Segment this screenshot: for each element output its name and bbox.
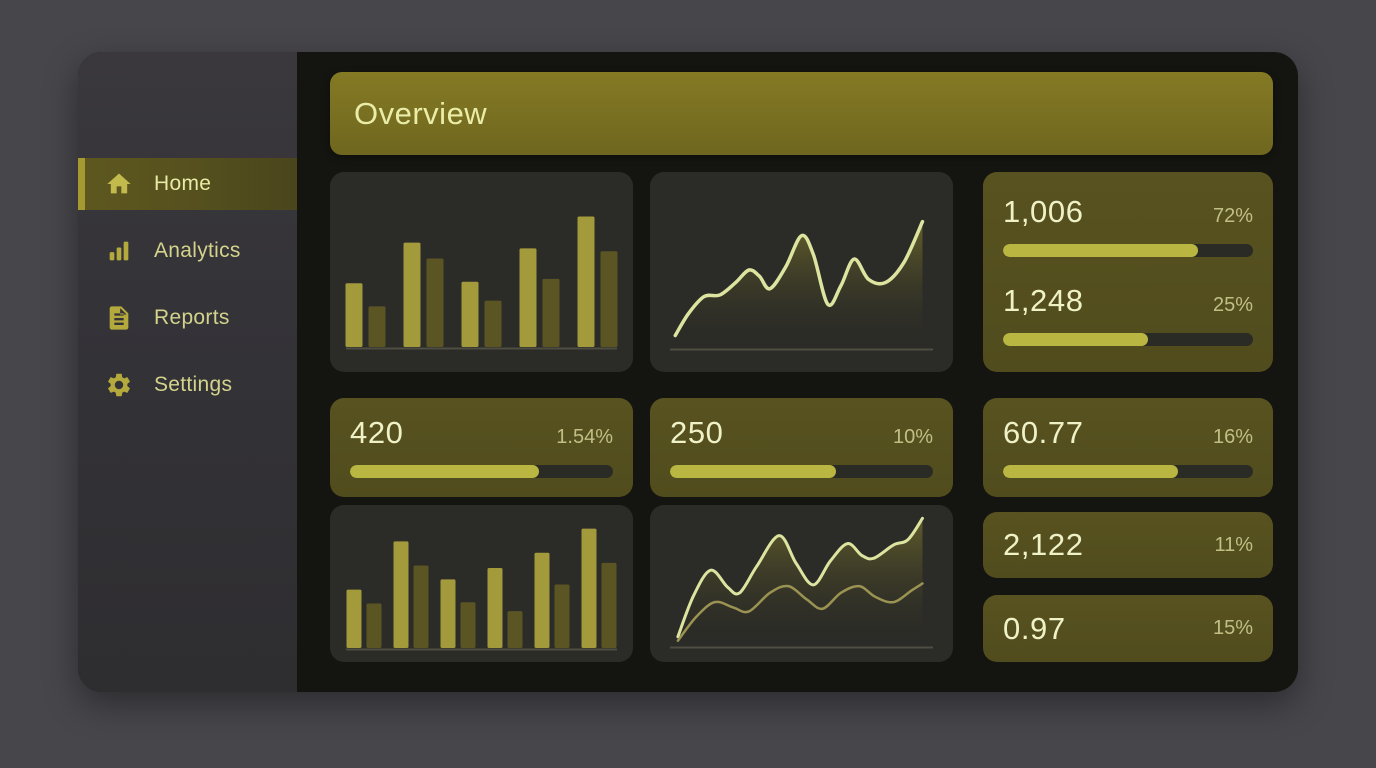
progress-fill — [350, 465, 540, 478]
kpi-value: 1,006 — [1003, 194, 1084, 229]
progress-track — [1003, 333, 1253, 346]
kpi-card-6077: 60.77 16% — [983, 398, 1273, 497]
main-content: Overview 1,006 72% — [297, 52, 1298, 692]
kpi-value: 250 — [670, 415, 724, 450]
kpi-card-097: 0.97 15% — [983, 595, 1273, 662]
kpi-row: 1,248 25% — [1003, 283, 1253, 346]
sidebar-item-label: Reports — [154, 306, 230, 329]
kpi-value: 0.97 — [1003, 610, 1066, 646]
bar-chart-card-top — [330, 172, 633, 372]
progress-fill — [1003, 333, 1148, 346]
bar-chart-bottom — [346, 528, 617, 651]
progress-track — [670, 465, 933, 478]
page-title: Overview — [354, 95, 488, 131]
kpi-card-250: 250 10% — [650, 398, 953, 497]
sidebar-item-label: Analytics — [154, 239, 241, 262]
kpi-value: 1,248 — [1003, 283, 1084, 318]
line-chart-card-top — [650, 172, 953, 372]
progress-track — [350, 465, 613, 478]
kpi-percent: 15% — [1212, 617, 1253, 639]
kpi-percent: 11% — [1214, 533, 1253, 556]
kpi-panel-card: 1,006 72% 1,248 25% — [983, 172, 1273, 372]
kpi-percent: 10% — [892, 426, 933, 448]
kpi-value: 420 — [350, 415, 404, 450]
sidebar-item-label: Home — [154, 172, 212, 195]
line-chart-top — [670, 219, 933, 351]
kpi-card-420: 420 1.54% — [330, 398, 633, 497]
dashboard-window: Home Analytics Reports — [78, 52, 1298, 692]
bar-chart-card-bottom — [330, 505, 633, 662]
reports-icon — [104, 303, 134, 333]
kpi-value: 2,122 — [1003, 527, 1084, 562]
progress-track — [1003, 465, 1253, 478]
sidebar-item-label: Settings — [154, 373, 233, 396]
kpi-percent: 1.54% — [556, 426, 613, 448]
page-header-banner: Overview — [330, 72, 1273, 155]
progress-fill — [1003, 465, 1178, 478]
sidebar-item-home[interactable]: Home — [78, 158, 297, 210]
sidebar-nav: Home Analytics Reports — [78, 158, 297, 426]
kpi-value: 60.77 — [1003, 415, 1084, 450]
kpi-percent: 25% — [1212, 294, 1253, 316]
home-icon — [104, 169, 134, 199]
bar-chart-top — [345, 216, 618, 350]
progress-track — [1003, 244, 1253, 257]
kpi-percent: 72% — [1212, 205, 1253, 227]
sidebar-item-settings[interactable]: Settings — [78, 359, 297, 411]
kpi-percent: 16% — [1212, 426, 1253, 448]
sidebar-item-analytics[interactable]: Analytics — [78, 225, 297, 277]
area-chart-card-bottom — [650, 505, 953, 662]
progress-fill — [670, 465, 836, 478]
sidebar: Home Analytics Reports — [78, 52, 297, 692]
sidebar-item-reports[interactable]: Reports — [78, 292, 297, 344]
settings-icon — [104, 370, 134, 400]
area-chart-bottom — [670, 516, 933, 649]
kpi-card-2122: 2,122 11% — [983, 512, 1273, 578]
analytics-icon — [104, 236, 134, 266]
progress-fill — [1003, 244, 1198, 257]
kpi-row: 1,006 72% — [1003, 194, 1253, 257]
